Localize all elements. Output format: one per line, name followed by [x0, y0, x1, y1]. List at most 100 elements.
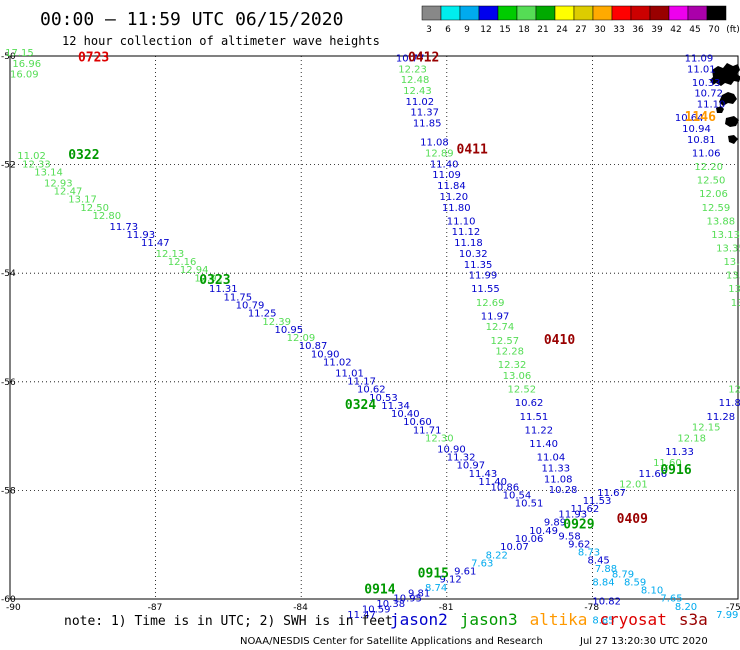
wave-height-point: 9.89 [544, 518, 566, 529]
wave-height-point: 11.97 [481, 311, 510, 322]
wave-height-point: 10.95 [393, 594, 422, 605]
wave-height-point: 10.86 [490, 482, 519, 493]
pass-time-label: 0410 [544, 333, 575, 348]
y-tick-label: -56 [1, 378, 16, 388]
colorbar-swatch [649, 5, 670, 21]
pass-time-label: 0914 [364, 583, 395, 598]
wave-height-point: 10.33 [692, 78, 721, 89]
wave-height-point: 10.06 [515, 534, 544, 545]
pass-time-label: 0409 [617, 512, 648, 527]
wave-height-point: 7.65 [660, 594, 682, 605]
wave-height-point: 11.53 [583, 496, 612, 507]
pass-time-label: 0323 [199, 273, 230, 288]
wave-height-point: 11.33 [665, 447, 694, 458]
wave-height-point: 10.79 [236, 300, 265, 311]
note-text: note: 1) Time is in UTC; 2) SWH is in fe… [64, 614, 393, 629]
pass-time-label: 0412 [408, 50, 439, 65]
wave-height-point: 13.44 [723, 257, 740, 268]
colorbar-swatch [611, 5, 632, 21]
y-tick-label: -60 [1, 595, 16, 605]
wave-height-point: 17.15 [5, 48, 34, 59]
wave-height-point: 11.33 [541, 463, 570, 474]
pass-time-label: 0929 [563, 517, 594, 532]
wave-height-point: 11.75 [224, 292, 253, 303]
plot-frame [9, 55, 739, 600]
wave-height-point: 12.57 [490, 336, 519, 347]
wave-height-point: 10.62 [515, 398, 544, 409]
wave-height-point: 11.25 [248, 309, 277, 320]
wave-height-point: 12.32 [498, 360, 527, 371]
wave-height-point: 11.43 [469, 469, 498, 480]
coastline-icon [710, 63, 740, 144]
credit-text: NOAA/NESDIS Center for Satellite Applica… [240, 636, 543, 647]
wave-height-point: 11.40 [430, 159, 459, 170]
colorbar: 3 6 9 12 15 18 21 24 27 30 33 36 39 42 45 70 (ft) [421, 5, 740, 35]
wave-height-point: 10.72 [694, 89, 723, 100]
wave-height-point: 11.08 [544, 474, 573, 485]
wave-height-point: 13.77 [726, 271, 740, 282]
wave-height-point: 16.96 [12, 59, 41, 70]
x-tick-label: -75 [726, 603, 740, 613]
wave-height-point: 12.52 [507, 385, 536, 396]
y-tick-label: -58 [1, 486, 16, 496]
pass-time-label: 0723 [78, 50, 109, 65]
wave-height-point: 12.16 [168, 257, 197, 268]
colorbar-tick: 12 [480, 25, 491, 35]
wave-height-point: 10.87 [299, 341, 328, 352]
wave-height-point: 10.95 [275, 325, 304, 336]
wave-height-point: 11.08 [420, 138, 449, 149]
colorbar-tick: 30 [594, 25, 606, 35]
satellite-legend: jason2 jason3 altika cryosat s3a [390, 610, 708, 629]
wave-height-point: 13.14 [34, 167, 63, 178]
wave-height-point: 11.02 [323, 358, 352, 369]
wave-height-point: 9.62 [568, 539, 590, 550]
wave-height-point: 10.40 [391, 409, 420, 420]
colorbar-swatch [421, 5, 442, 21]
wave-height-point: 8.84 [592, 577, 614, 588]
colorbar-tick: 45 [689, 25, 700, 35]
wave-height-point: 8.22 [486, 550, 508, 561]
wave-height-point: 10.32 [459, 249, 488, 260]
wave-height-point: 8.45 [588, 556, 610, 567]
colorbar-swatch [630, 5, 651, 21]
wave-height-point: 10.97 [457, 461, 486, 472]
colorbar-tick: 70 [708, 25, 720, 35]
wave-height-point: 11.04 [537, 453, 566, 464]
wave-height-point: 10.49 [529, 526, 558, 537]
x-tick-label: -84 [293, 603, 308, 613]
wave-height-point: 9.81 [408, 588, 430, 599]
colorbar-tick: 39 [651, 25, 663, 35]
colorbar-tick: 27 [575, 25, 586, 35]
wave-height-point: 10.07 [500, 542, 529, 553]
wave-height-point: 12.06 [699, 189, 728, 200]
wave-height-point: 10.90 [311, 349, 340, 360]
colorbar-swatch [440, 5, 461, 21]
pass-time-label: 0915 [418, 566, 449, 581]
wave-height-point: 11.10 [697, 100, 726, 111]
wave-height-point: 12.50 [697, 176, 726, 187]
pass-labels: 0723 0322 0323 0324 0412 0411 0410 0409 1146 0916… [68, 50, 716, 597]
colorbar-tick: 42 [670, 25, 681, 35]
wave-height-point: 12.09 [287, 333, 316, 344]
wave-height-point: 10.28 [549, 485, 578, 496]
legend-entry: jason2 [390, 610, 448, 629]
wave-height-point: 11.84 [437, 181, 466, 192]
wave-height-point: 12.01 [619, 480, 648, 491]
wave-height-point: 11.62 [571, 504, 600, 515]
wave-height-point: 8.10 [641, 586, 663, 597]
wave-height-point: 12.80 [93, 211, 122, 222]
wave-height-point: 11.17 [347, 377, 376, 388]
colorbar-swatch [516, 5, 537, 21]
wave-height-point: 11.40 [529, 439, 558, 450]
wave-height-point: 11.06 [692, 148, 721, 159]
wave-height-point: 8.73 [578, 548, 600, 559]
wave-height-point: 8.59 [624, 577, 646, 588]
wave-height-point: 12.20 [694, 162, 723, 173]
wave-height-point: 11.71 [413, 425, 442, 436]
wave-height-point: 11.37 [410, 108, 439, 119]
wave-height-point: 11.01 [335, 368, 364, 379]
wave-height-point: 11.47 [347, 610, 376, 621]
wave-height-point: 8.74 [425, 583, 447, 594]
x-axis-ticks: -90 -87 -84 -81 -78 -75 [6, 603, 740, 613]
pass-time-label: 0411 [457, 143, 488, 158]
